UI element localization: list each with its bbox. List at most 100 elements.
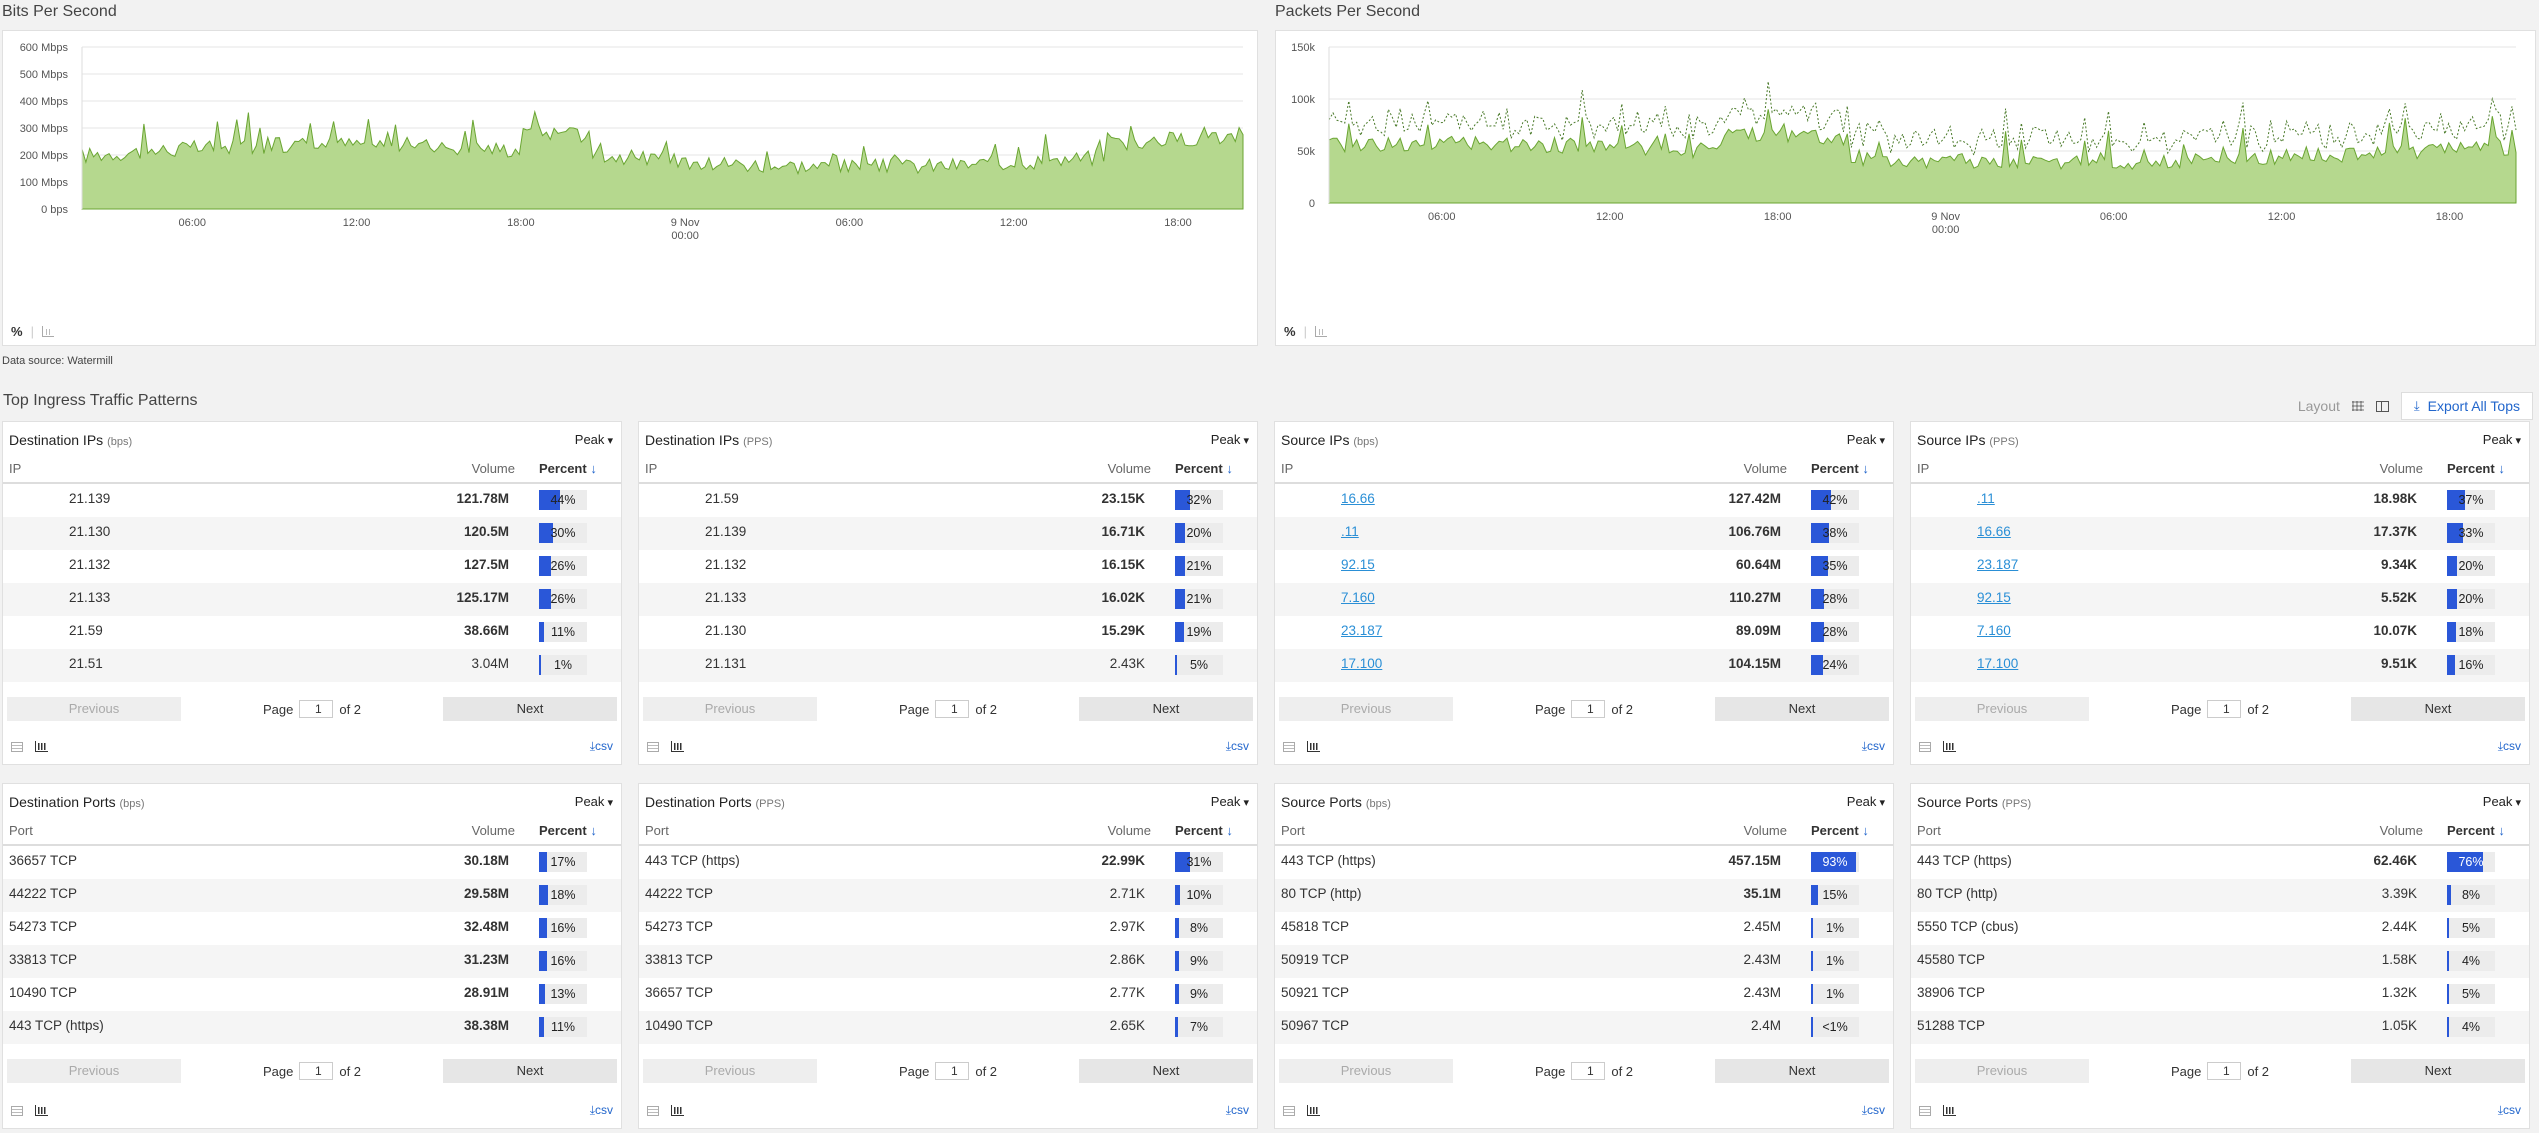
table-row[interactable]: 21.133 16.02K 21% bbox=[639, 583, 1257, 616]
page-input[interactable]: 1 bbox=[299, 700, 334, 718]
table-row[interactable]: 33813 TCP 2.86K 9% bbox=[639, 945, 1257, 978]
table-row[interactable]: 21.139 16.71K 20% bbox=[639, 517, 1257, 550]
table-row[interactable]: 50967 TCP 2.4M <1% bbox=[1275, 1011, 1893, 1044]
col-key[interactable]: IP bbox=[1917, 461, 1930, 476]
peak-dropdown[interactable]: Peak bbox=[575, 794, 613, 810]
percent-toggle[interactable]: % bbox=[11, 324, 23, 339]
bar-chart-icon[interactable] bbox=[41, 326, 54, 337]
row-key[interactable]: .11 bbox=[1977, 491, 1995, 506]
row-key[interactable]: 16.66 bbox=[1341, 491, 1375, 506]
row-key[interactable]: .11 bbox=[1341, 524, 1359, 539]
row-key[interactable]: 16.66 bbox=[1977, 524, 2011, 539]
table-row[interactable]: 21.139 121.78M 44% bbox=[3, 484, 621, 517]
chart-view-icon[interactable] bbox=[1307, 741, 1320, 752]
csv-download-link[interactable]: ⤓csv bbox=[589, 739, 613, 753]
previous-button[interactable]: Previous bbox=[1279, 697, 1453, 721]
peak-dropdown[interactable]: Peak bbox=[1847, 432, 1885, 448]
table-row[interactable]: 443 TCP (https) 38.38M 11% bbox=[3, 1011, 621, 1044]
page-input[interactable]: 1 bbox=[1571, 700, 1606, 718]
next-button[interactable]: Next bbox=[443, 697, 617, 721]
col-volume[interactable]: Volume bbox=[471, 823, 515, 838]
peak-dropdown[interactable]: Peak bbox=[2483, 432, 2521, 448]
csv-download-link[interactable]: ⤓csv bbox=[589, 1103, 613, 1117]
peak-dropdown[interactable]: Peak bbox=[1847, 794, 1885, 810]
table-row[interactable]: 21.130 120.5M 30% bbox=[3, 517, 621, 550]
table-row[interactable]: 92.15 60.64M 35% bbox=[1275, 550, 1893, 583]
row-key[interactable]: 7.160 bbox=[1977, 623, 2011, 638]
table-row[interactable]: 21.130 15.29K 19% bbox=[639, 616, 1257, 649]
table-view-icon[interactable] bbox=[1283, 741, 1295, 752]
col-volume[interactable]: Volume bbox=[2379, 461, 2423, 476]
col-volume[interactable]: Volume bbox=[1107, 461, 1151, 476]
row-key[interactable]: 92.15 bbox=[1341, 557, 1375, 572]
table-row[interactable]: 7.160 110.27M 28% bbox=[1275, 583, 1893, 616]
table-row[interactable]: 33813 TCP 31.23M 16% bbox=[3, 945, 621, 978]
previous-button[interactable]: Previous bbox=[1279, 1059, 1453, 1083]
col-volume[interactable]: Volume bbox=[2379, 823, 2423, 838]
table-row[interactable]: 21.132 16.15K 21% bbox=[639, 550, 1257, 583]
row-key[interactable]: 23.187 bbox=[1341, 623, 1383, 638]
table-row[interactable]: 5550 TCP (cbus) 2.44K 5% bbox=[1911, 912, 2529, 945]
grid-layout-icon[interactable] bbox=[2351, 401, 2364, 411]
row-key[interactable]: 92.15 bbox=[1977, 590, 2011, 605]
table-row[interactable]: 54273 TCP 2.97K 8% bbox=[639, 912, 1257, 945]
previous-button[interactable]: Previous bbox=[1915, 1059, 2089, 1083]
table-row[interactable]: 50919 TCP 2.43M 1% bbox=[1275, 945, 1893, 978]
page-input[interactable]: 1 bbox=[2207, 1062, 2242, 1080]
page-input[interactable]: 1 bbox=[299, 1062, 334, 1080]
table-row[interactable]: 21.131 2.43K 5% bbox=[639, 649, 1257, 682]
col-key[interactable]: Port bbox=[645, 823, 669, 838]
bits-per-second-chart[interactable]: 600 Mbps 500 Mbps 400 Mbps 300 Mbps 200 Mbps… bbox=[2, 30, 1258, 346]
col-percent[interactable]: Percent bbox=[2447, 461, 2505, 476]
table-view-icon[interactable] bbox=[11, 1105, 23, 1116]
table-row[interactable]: 44222 TCP 29.58M 18% bbox=[3, 879, 621, 912]
table-view-icon[interactable] bbox=[1283, 1105, 1295, 1116]
table-view-icon[interactable] bbox=[647, 1105, 659, 1116]
table-row[interactable]: 21.133 125.17M 26% bbox=[3, 583, 621, 616]
col-key[interactable]: IP bbox=[1281, 461, 1294, 476]
chart-view-icon[interactable] bbox=[1943, 741, 1956, 752]
table-row[interactable]: 21.132 127.5M 26% bbox=[3, 550, 621, 583]
table-row[interactable]: 23.187 89.09M 28% bbox=[1275, 616, 1893, 649]
col-percent[interactable]: Percent bbox=[1175, 823, 1233, 838]
page-input[interactable]: 1 bbox=[935, 1062, 970, 1080]
table-row[interactable]: 16.66 17.37K 33% bbox=[1911, 517, 2529, 550]
next-button[interactable]: Next bbox=[1715, 697, 1889, 721]
peak-dropdown[interactable]: Peak bbox=[1211, 432, 1249, 448]
table-row[interactable]: 38906 TCP 1.32K 5% bbox=[1911, 978, 2529, 1011]
chart-view-icon[interactable] bbox=[35, 741, 48, 752]
table-row[interactable]: 54273 TCP 32.48M 16% bbox=[3, 912, 621, 945]
previous-button[interactable]: Previous bbox=[643, 697, 817, 721]
csv-download-link[interactable]: ⤓csv bbox=[1225, 739, 1249, 753]
peak-dropdown[interactable]: Peak bbox=[1211, 794, 1249, 810]
col-percent[interactable]: Percent bbox=[2447, 823, 2505, 838]
next-button[interactable]: Next bbox=[2351, 697, 2525, 721]
next-button[interactable]: Next bbox=[1079, 1059, 1253, 1083]
table-view-icon[interactable] bbox=[11, 741, 23, 752]
col-key[interactable]: IP bbox=[645, 461, 658, 476]
csv-download-link[interactable]: ⤓csv bbox=[1225, 1103, 1249, 1117]
col-key[interactable]: Port bbox=[9, 823, 33, 838]
split-layout-icon[interactable] bbox=[2375, 400, 2389, 412]
chart-view-icon[interactable] bbox=[35, 1105, 48, 1116]
chart-view-icon[interactable] bbox=[1943, 1105, 1956, 1116]
table-row[interactable]: 10490 TCP 2.65K 7% bbox=[639, 1011, 1257, 1044]
peak-dropdown[interactable]: Peak bbox=[575, 432, 613, 448]
table-row[interactable]: 16.66 127.42M 42% bbox=[1275, 484, 1893, 517]
col-percent[interactable]: Percent bbox=[1811, 823, 1869, 838]
csv-download-link[interactable]: ⤓csv bbox=[1861, 1103, 1885, 1117]
table-row[interactable]: 45818 TCP 2.45M 1% bbox=[1275, 912, 1893, 945]
col-key[interactable]: IP bbox=[9, 461, 22, 476]
csv-download-link[interactable]: ⤓csv bbox=[1861, 739, 1885, 753]
col-key[interactable]: Port bbox=[1917, 823, 1941, 838]
table-row[interactable]: 21.59 23.15K 32% bbox=[639, 484, 1257, 517]
packets-per-second-chart[interactable]: 150k 100k 50k 0 06:00 12:00 18:00 9 Nov 00:00 06:… bbox=[1275, 30, 2536, 346]
table-row[interactable]: 23.187 9.34K 20% bbox=[1911, 550, 2529, 583]
col-volume[interactable]: Volume bbox=[1743, 461, 1787, 476]
table-row[interactable]: 92.15 5.52K 20% bbox=[1911, 583, 2529, 616]
peak-dropdown[interactable]: Peak bbox=[2483, 794, 2521, 810]
table-row[interactable]: 443 TCP (https) 22.99K 31% bbox=[639, 846, 1257, 879]
col-key[interactable]: Port bbox=[1281, 823, 1305, 838]
bar-chart-icon[interactable] bbox=[1314, 326, 1327, 337]
row-key[interactable]: 17.100 bbox=[1341, 656, 1383, 671]
